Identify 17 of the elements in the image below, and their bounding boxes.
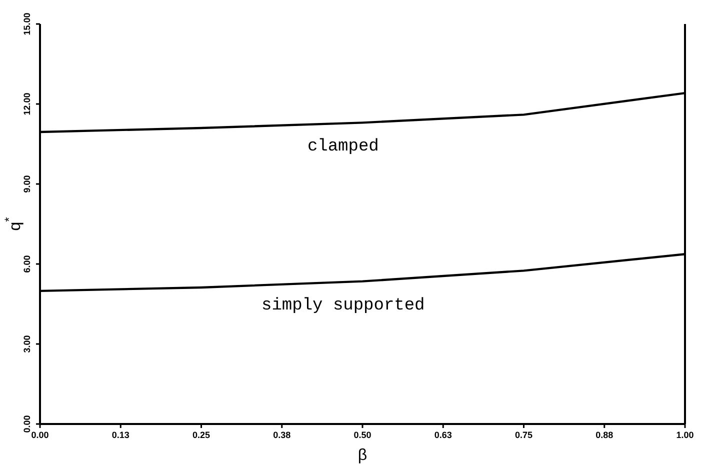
annotation: clamped: [307, 138, 379, 157]
x-axis-title: β: [358, 447, 368, 464]
x-tick-label: 0.50: [354, 430, 372, 440]
x-tick-label: 0.13: [112, 430, 130, 440]
y-tick-label: 9.00: [22, 175, 32, 193]
y-tick-label: 15.00: [22, 12, 32, 36]
x-tick-label: 0.38: [273, 430, 291, 440]
x-tick-label: 0.00: [31, 430, 49, 440]
x-tick-label: 0.75: [514, 430, 533, 440]
y-tick-label: 6.00: [22, 255, 32, 273]
x-tick-label: 0.63: [434, 430, 452, 440]
y-tick-label: 12.00: [22, 92, 32, 116]
x-tick-label: 0.25: [192, 430, 210, 440]
x-tick-label: 0.88: [596, 430, 614, 440]
annotation: simply supported: [262, 296, 425, 316]
x-tick-label: 1.00: [676, 430, 694, 440]
y-tick-label: 3.00: [22, 335, 32, 353]
